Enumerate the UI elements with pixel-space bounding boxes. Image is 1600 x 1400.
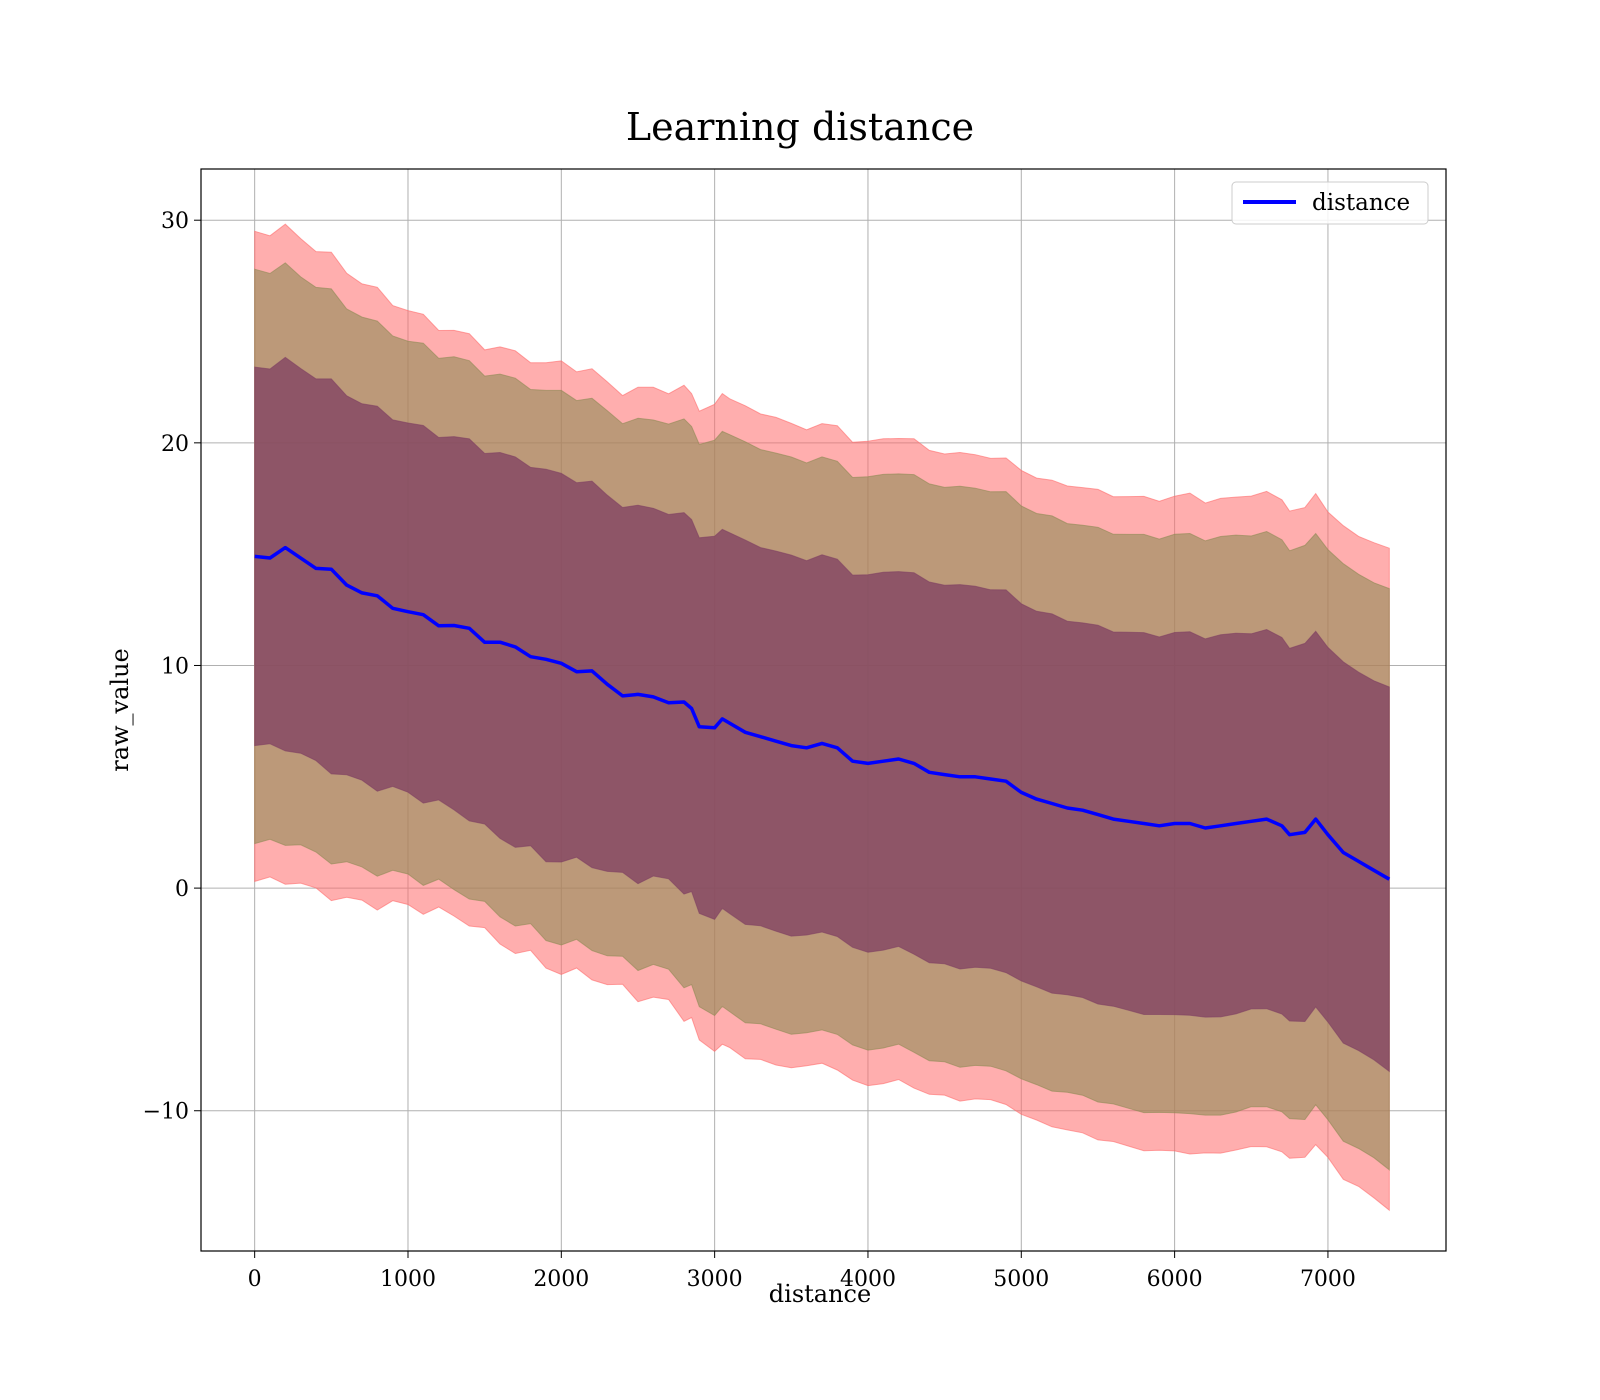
band-inner xyxy=(254,356,1390,1073)
y-tick-label: 0 xyxy=(175,877,189,902)
y-tick-label: 20 xyxy=(161,432,189,457)
x-tick-label: 3000 xyxy=(687,1267,743,1292)
confidence-bands xyxy=(254,223,1390,1212)
x-axis-ticks: 0 1000 2000 3000 4000 5000 6000 7000 xyxy=(248,1251,1356,1292)
y-tick-label: 30 xyxy=(161,209,189,234)
plot-frame xyxy=(200,168,1447,1252)
series-lines xyxy=(254,545,1391,881)
legend: distance xyxy=(1231,181,1429,225)
y-tick-label: 10 xyxy=(161,654,189,679)
x-tick-label: 0 xyxy=(248,1267,262,1292)
legend-box xyxy=(1231,181,1429,225)
x-tick-label: 6000 xyxy=(1147,1267,1203,1292)
y-axis-label: raw_value xyxy=(106,648,134,772)
x-tick-label: 7000 xyxy=(1300,1267,1356,1292)
x-tick-label: 1000 xyxy=(380,1267,436,1292)
y-axis-ticks: −10 0 10 20 30 xyxy=(143,209,201,1125)
x-tick-label: 4000 xyxy=(840,1267,896,1292)
x-tick-label: 5000 xyxy=(993,1267,1049,1292)
x-axis-label: distance xyxy=(769,1280,871,1308)
chart-title: Learning distance xyxy=(626,105,974,149)
x-tick-label: 2000 xyxy=(533,1267,589,1292)
legend-label-distance: distance xyxy=(1312,190,1410,216)
series-line-distance xyxy=(254,545,1391,881)
y-tick-label: −10 xyxy=(143,1100,189,1125)
